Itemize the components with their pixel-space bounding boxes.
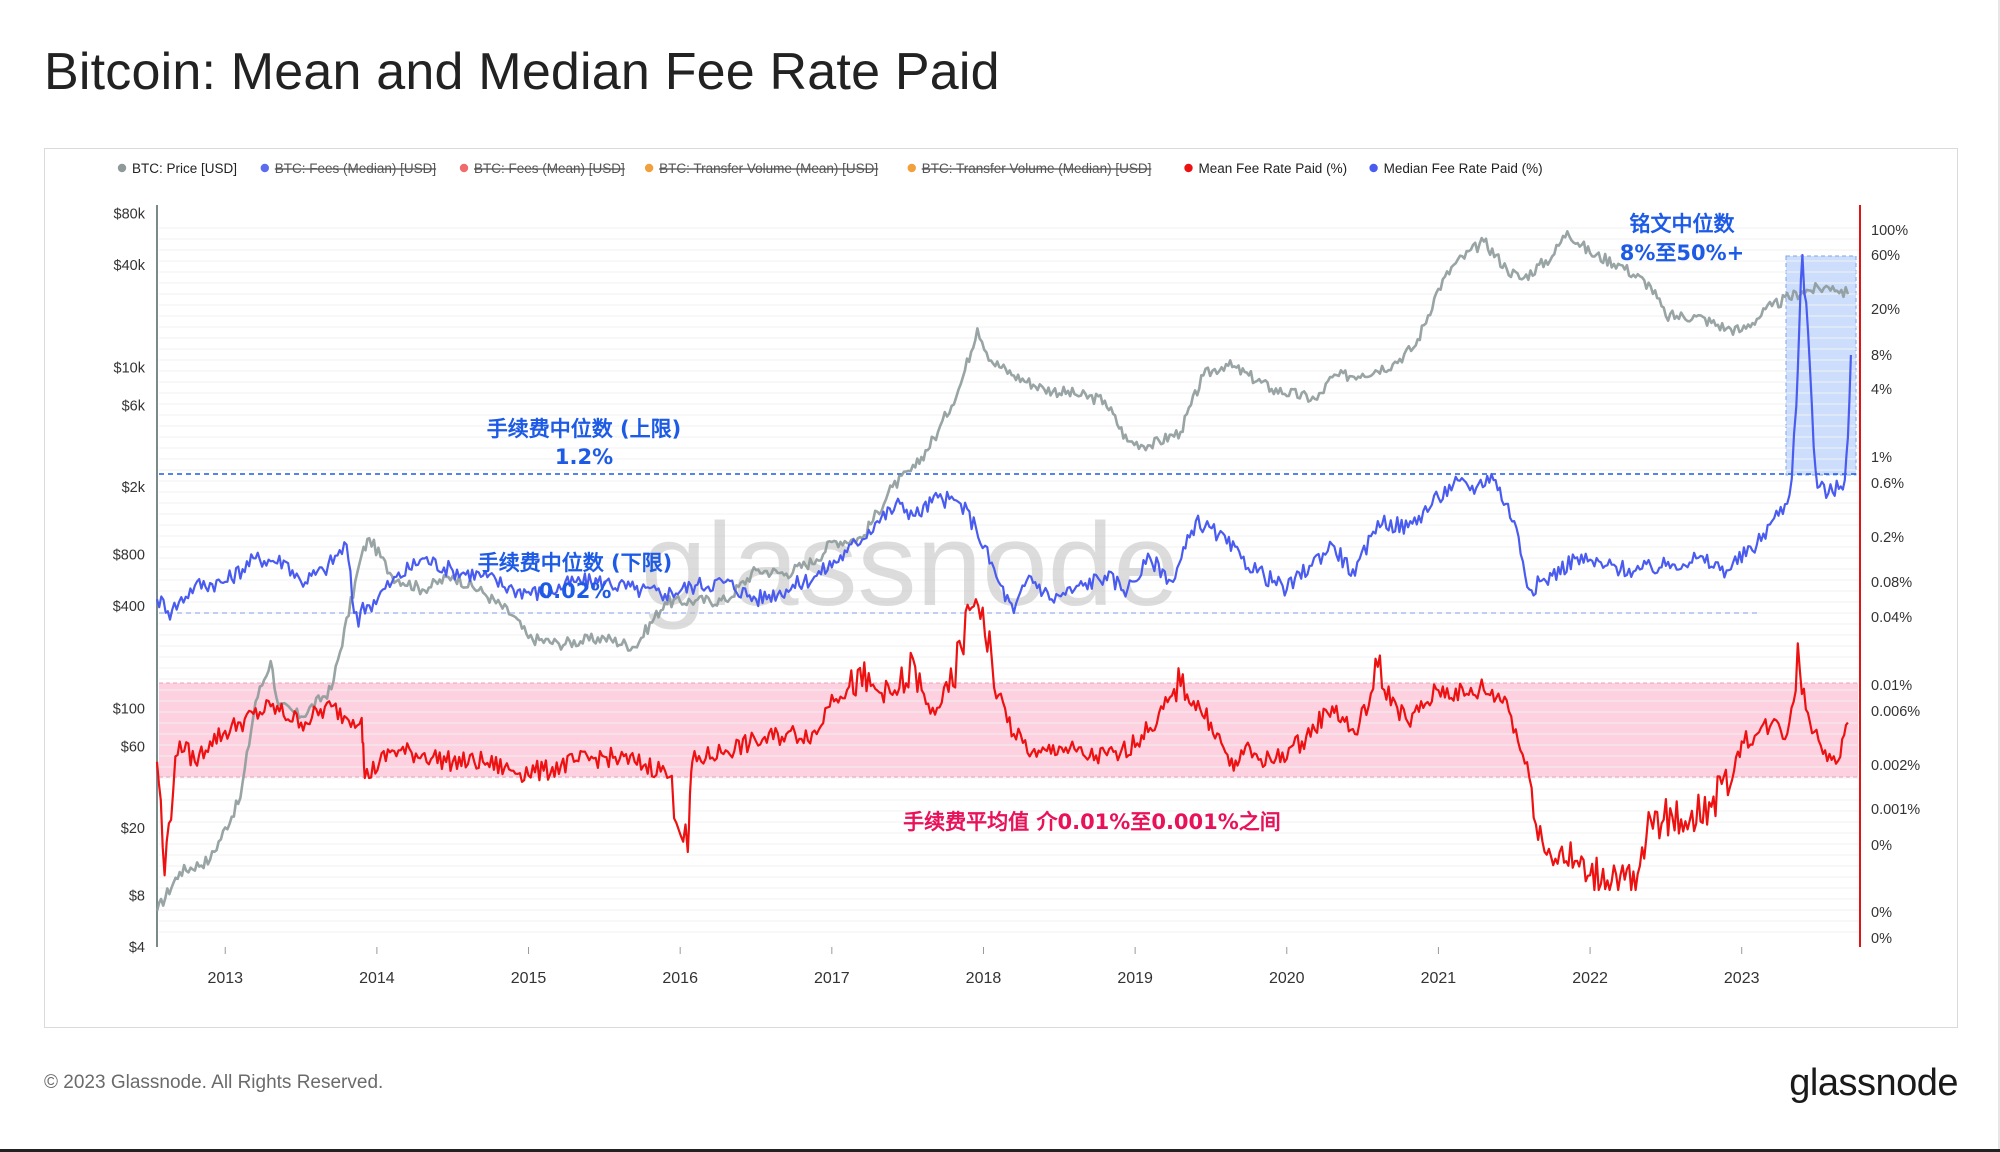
right-tick-label: 8% [1871, 348, 1892, 364]
left-tick-label: $8 [129, 889, 145, 905]
left-tick-label: $800 [113, 548, 145, 564]
chart-legend: BTC: Price [USD] BTC: Fees (Median) [USD]… [117, 161, 1543, 176]
legend-marker [117, 163, 127, 173]
chart-frame [44, 148, 1958, 1028]
legend-item-0[interactable]: BTC: Price [USD] [117, 161, 237, 176]
median-upper-value: 1.2% [555, 445, 613, 469]
series-line-btc-price-usd [155, 230, 1850, 912]
right-tick-label: 0.001% [1871, 802, 1920, 818]
right-tick-label: 0.006% [1871, 704, 1920, 720]
page-bottom-border [0, 1149, 2000, 1152]
legend-item-5[interactable]: Mean Fee Rate Paid (%) [1184, 161, 1347, 176]
x-tick-label: 2021 [1421, 970, 1457, 987]
mean-band-label: 手续费平均值 介0.01%至0.001%之间 [903, 810, 1281, 834]
right-tick-label: 100% [1871, 223, 1908, 239]
right-tick-label: 0.08% [1871, 575, 1912, 591]
legend-marker [907, 163, 916, 173]
page-right-border [1998, 0, 2000, 1152]
x-tick-label: 2013 [207, 970, 243, 987]
right-tick-label: 0.6% [1871, 476, 1904, 492]
x-tick-label: 2017 [814, 970, 850, 987]
x-tick-label: 2015 [511, 970, 547, 987]
watermark-text: glassnode [641, 499, 1179, 631]
left-tick-label: $10k [114, 361, 146, 377]
x-tick-label: 2022 [1572, 970, 1608, 987]
legend-item-4[interactable]: BTC: Transfer Volume (Median) [USD] [907, 161, 1152, 176]
right-tick-label: 0.2% [1871, 530, 1904, 546]
legend-item-2[interactable]: BTC: Fees (Mean) [USD] [459, 161, 625, 176]
legend-label: BTC: Transfer Volume (Mean) [USD] [659, 161, 878, 176]
legend-marker [459, 163, 469, 173]
legend-label: Median Fee Rate Paid (%) [1384, 161, 1543, 176]
chart-series [155, 230, 1852, 912]
inscriptions-value: 8%至50%+ [1620, 241, 1745, 265]
x-tick-label: 2019 [1117, 970, 1153, 987]
left-tick-label: $6k [122, 399, 146, 415]
legend-item-6[interactable]: Median Fee Rate Paid (%) [1369, 161, 1543, 176]
chart-axes: $80k $40k $10k $6k $2k $800 $400 $100 $60 $20 $8 $4… [113, 205, 1920, 987]
grid-lines [159, 227, 1860, 933]
left-tick-label: $60 [121, 739, 145, 755]
legend-label: BTC: Fees (Mean) [USD] [474, 161, 625, 176]
left-tick-label: $100 [113, 702, 145, 718]
right-tick-label: 0.002% [1871, 758, 1920, 774]
median-lower-label: 手续费中位数 (下限) [478, 551, 673, 575]
right-tick-label: 0% [1871, 838, 1892, 854]
legend-marker [644, 163, 654, 173]
x-tick-label: 2020 [1269, 970, 1305, 987]
page-title: Bitcoin: Mean and Median Fee Rate Paid [44, 43, 1000, 101]
left-tick-label: $4 [129, 940, 145, 956]
right-tick-label: 1% [1871, 450, 1892, 466]
right-tick-label: 0.04% [1871, 610, 1912, 626]
x-tick-label: 2016 [662, 970, 698, 987]
footer-copyright: © 2023 Glassnode. All Rights Reserved. [44, 1072, 384, 1093]
series-line-mean-fee-rate-paid [155, 598, 1849, 892]
chart-annotations: 手续费中位数 (上限) 1.2% 手续费中位数 (下限) 0.02% 铭文中位数… [478, 212, 1745, 834]
legend-marker [1184, 163, 1193, 173]
right-tick-label: 0.01% [1871, 678, 1912, 694]
right-tick-label: 0% [1871, 905, 1892, 921]
left-tick-label: $400 [113, 599, 145, 615]
x-tick-label: 2018 [966, 970, 1002, 987]
right-tick-label: 20% [1871, 302, 1900, 318]
median-upper-label: 手续费中位数 (上限) [487, 417, 682, 441]
right-tick-label: 60% [1871, 248, 1900, 264]
inscriptions-label: 铭文中位数 [1630, 212, 1736, 236]
legend-label: BTC: Fees (Median) [USD] [275, 161, 436, 176]
glassnode-logo[interactable]: glassnode [1789, 1062, 1958, 1104]
left-tick-label: $80k [114, 207, 146, 223]
right-tick-label: 0% [1871, 931, 1892, 947]
left-tick-label: $2k [122, 480, 146, 496]
series-line-median-fee-rate-paid [155, 253, 1852, 628]
legend-label: BTC: Transfer Volume (Median) [USD] [922, 161, 1152, 176]
x-tick-label: 2023 [1724, 970, 1760, 987]
legend-label: BTC: Price [USD] [132, 161, 237, 176]
legend-marker [260, 163, 269, 173]
legend-item-3[interactable]: BTC: Transfer Volume (Mean) [USD] [644, 161, 878, 176]
right-tick-label: 4% [1871, 382, 1892, 398]
median-lower-value: 0.02% [539, 579, 612, 603]
left-tick-label: $40k [114, 258, 146, 274]
legend-label: Mean Fee Rate Paid (%) [1199, 161, 1348, 176]
legend-marker [1369, 163, 1378, 173]
left-tick-label: $20 [121, 821, 145, 837]
legend-item-1[interactable]: BTC: Fees (Median) [USD] [260, 161, 436, 176]
x-tick-label: 2014 [359, 970, 395, 987]
